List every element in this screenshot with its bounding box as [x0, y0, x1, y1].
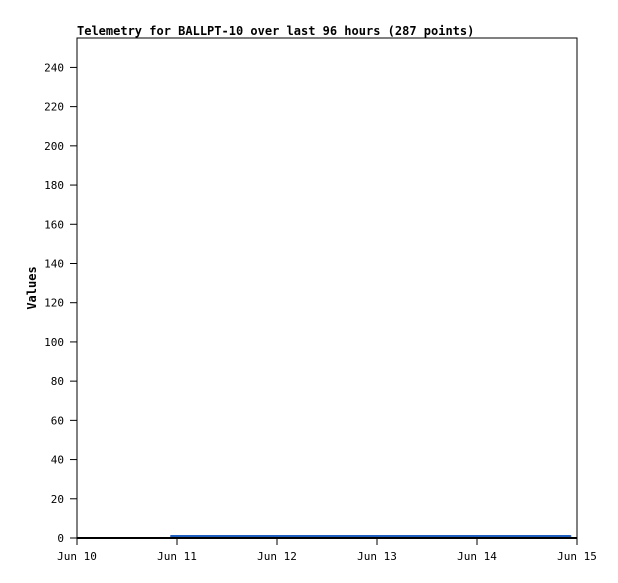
y-tick-label: 40 — [51, 454, 64, 467]
data-point — [569, 535, 572, 537]
y-axis-label: Values — [25, 266, 39, 309]
x-tick-label: Jun 10 — [57, 550, 97, 563]
x-tick-label: Jun 13 — [357, 550, 397, 563]
y-tick-label: 100 — [44, 336, 64, 349]
chart-title: Telemetry for BALLPT-10 over last 96 hou… — [77, 24, 474, 38]
y-tick-label: 160 — [44, 218, 64, 231]
y-tick-label: 20 — [51, 493, 64, 506]
x-tick-label: Jun 14 — [457, 550, 497, 563]
x-tick-label: Jun 11 — [157, 550, 197, 563]
y-tick-label: 240 — [44, 61, 64, 74]
plot-frame — [76, 37, 578, 539]
y-tick-label: 0 — [57, 532, 64, 545]
y-tick-label: 60 — [51, 414, 64, 427]
y-tick-label: 140 — [44, 257, 64, 270]
data-point — [169, 535, 172, 537]
y-tick-label: 80 — [51, 375, 64, 388]
y-tick-label: 220 — [44, 101, 64, 114]
x-tick-label: Jun 12 — [257, 550, 297, 563]
y-tick-label: 120 — [44, 297, 64, 310]
y-tick-label: 180 — [44, 179, 64, 192]
y-tick-label: 200 — [44, 140, 64, 153]
x-tick-label: Jun 15 — [557, 550, 597, 563]
